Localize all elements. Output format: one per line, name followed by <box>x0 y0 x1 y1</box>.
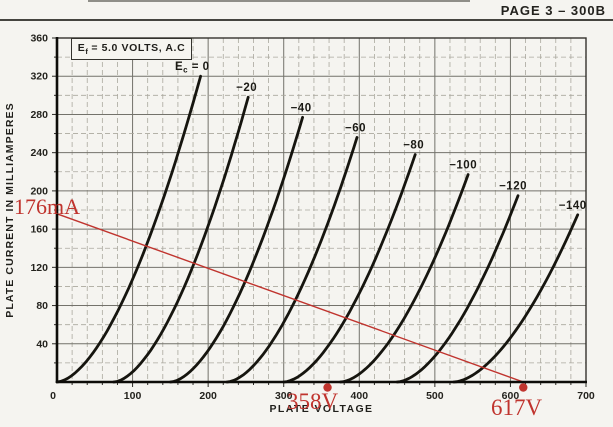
y-tick-label-240: 240 <box>30 147 48 159</box>
x-tick-label-400: 400 <box>351 390 369 402</box>
curve-label-ec--140: −140 <box>559 200 587 212</box>
y-tick-label-40: 40 <box>36 338 48 350</box>
curve-ec-0 <box>55 74 202 384</box>
curve-ec--20 <box>112 95 250 384</box>
load-line-point-358v <box>323 383 332 392</box>
x-tick-label-300: 300 <box>275 390 293 402</box>
y-tick-label-200: 200 <box>30 185 48 197</box>
curve-label-ec--80: −80 <box>403 140 424 152</box>
load-line-current-label: 176mA <box>14 194 80 219</box>
y-tick-label-280: 280 <box>30 109 48 121</box>
load-line-point-617v <box>519 383 528 392</box>
y-tick-label-160: 160 <box>30 224 48 236</box>
curve-ec--80 <box>282 153 417 384</box>
load-line-voltage-label-358: 358V <box>287 389 339 414</box>
y-tick-label-360: 360 <box>30 33 48 45</box>
load-line <box>56 213 524 383</box>
curve-ec--40 <box>169 115 304 384</box>
curve-label-ec--40: −40 <box>291 102 312 114</box>
page-header: PAGE 3 – 300B <box>500 3 606 18</box>
x-tick-label-200: 200 <box>199 390 217 402</box>
top-rule-fragment <box>88 0 470 2</box>
curve-ec--100 <box>339 173 470 384</box>
curve-label-ec-0: Ec = 0 <box>175 61 210 75</box>
header-rule <box>0 19 613 21</box>
filament-condition-box: Ef = 5.0 VOLTS, A.C <box>71 38 192 60</box>
curve-ec--60 <box>225 136 359 384</box>
y-tick-label-320: 320 <box>30 71 48 83</box>
y-tick-label-120: 120 <box>30 262 48 274</box>
curve-ec--120 <box>395 194 520 384</box>
curve-ec--140 <box>452 213 580 384</box>
y-tick-label-80: 80 <box>36 300 48 312</box>
filament-condition-label: Ef = 5.0 VOLTS, A.C <box>77 41 186 57</box>
curve-label-ec--120: −120 <box>499 181 527 193</box>
x-tick-label-600: 600 <box>502 390 520 402</box>
x-tick-label-0: 0 <box>50 390 56 402</box>
x-axis-title: PLATE VOLTAGE <box>269 403 374 415</box>
x-tick-label-700: 700 <box>577 390 595 402</box>
x-tick-label-100: 100 <box>124 390 142 402</box>
curve-label-ec--60: −60 <box>345 122 366 134</box>
x-tick-label-500: 500 <box>426 390 444 402</box>
curve-label-ec--20: −20 <box>236 82 257 94</box>
load-line-voltage-label-617: 617V <box>491 395 543 420</box>
curve-label-ec--100: −100 <box>449 160 477 172</box>
